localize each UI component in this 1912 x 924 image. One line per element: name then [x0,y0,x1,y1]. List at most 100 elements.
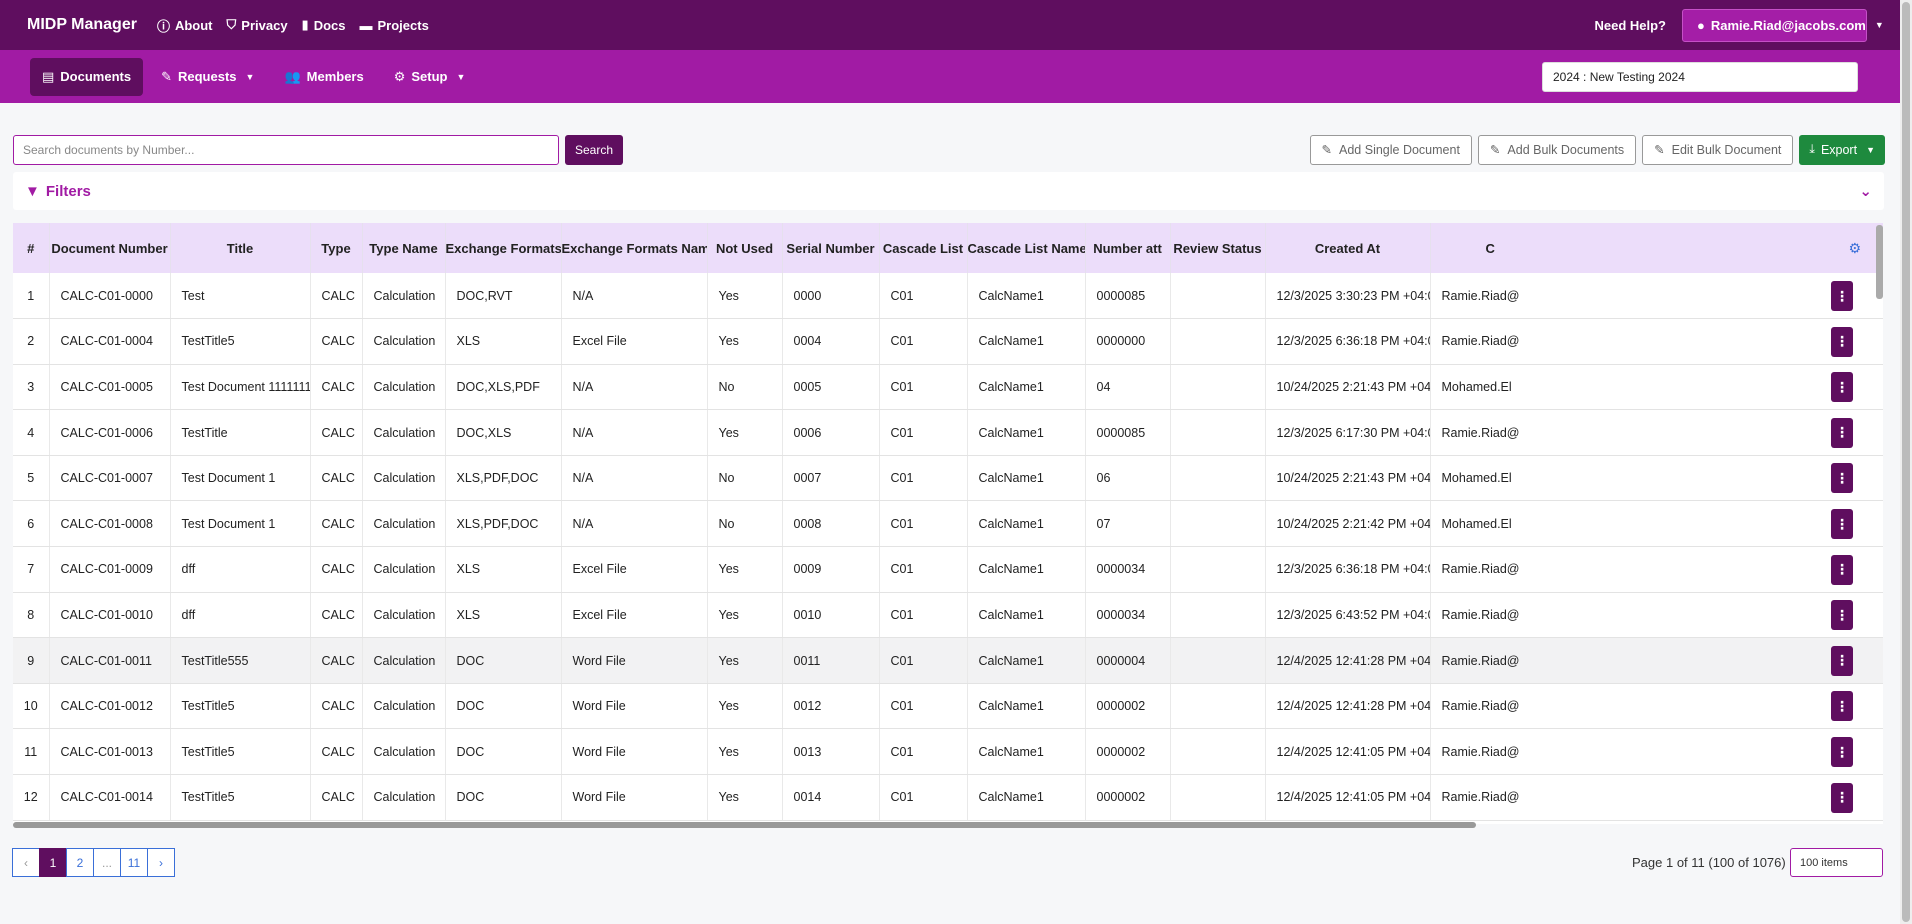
table-cell: 9 [13,637,50,684]
table-cell: 07 [1085,500,1171,548]
nav-docs-link[interactable]: ▮ Docs [301,17,346,33]
table-cell: CalcName1 [967,318,1086,365]
prev-page-button[interactable]: ‹ [12,848,40,877]
gear-icon: ⚙ [393,68,406,84]
table-vertical-scrollbar[interactable] [1876,225,1883,299]
table-cell: DOC [445,774,562,821]
page-button-11[interactable]: 11 [120,848,148,877]
row-actions-kebab-icon[interactable]: ⋮ [1831,463,1853,494]
table-cell: C01 [879,364,968,411]
row-actions-kebab-icon[interactable]: ⋮ [1831,645,1853,676]
add-single-document-button[interactable]: ✎ Add Single Document [1309,134,1472,165]
row-actions-kebab-icon[interactable]: ⋮ [1831,372,1853,403]
table-row[interactable]: 12 CALC-C01-0014 TestTitle5 CALC Calculation… [13,774,1883,821]
horizontal-scrollbar[interactable] [13,822,1476,828]
table-row[interactable]: 6 CALC-C01-0008 Test Document 1 CALC Calcula… [13,500,1883,548]
table-cell: Yes [707,318,783,365]
filters-panel-toggle[interactable]: ▼ Filters ⌄ [13,172,1884,210]
table-cell [1170,683,1266,730]
table-row[interactable]: 5 CALC-C01-0007 Test Document 1 CALC Calcula… [13,455,1883,502]
table-cell: C01 [879,683,968,730]
column-header[interactable]: Exchange Formats Name [561,223,708,273]
project-selector[interactable]: 2024 : New Testing 2024 [1542,61,1858,92]
column-header[interactable]: # [13,223,50,273]
file-icon: ▤ [42,68,55,84]
table-cell: CALC-C01-0012 [49,683,171,730]
tab-setup[interactable]: ⚙ Setup ▼ [393,68,466,85]
nav-about-link[interactable]: ⓘ About [156,17,213,34]
table-cell: 5 [13,455,50,502]
add-bulk-documents-button[interactable]: ✎ Add Bulk Documents [1477,134,1637,165]
row-actions-kebab-icon[interactable]: ⋮ [1831,691,1853,722]
table-row[interactable]: 8 CALC-C01-0010 dff CALC Calculation XLS Excel… [13,592,1883,639]
row-actions-kebab-icon[interactable]: ⋮ [1831,326,1853,357]
table-cell: Yes [707,637,783,684]
column-header[interactable]: Review Status [1170,223,1266,273]
page-button-2[interactable]: 2 [66,848,94,877]
column-header[interactable]: Not Used [707,223,783,273]
table-cell: 0009 [782,546,880,593]
table-row[interactable]: 3 CALC-C01-0005 Test Document 111111111 CAL… [13,364,1883,411]
table-cell: Mohamed.El [1430,500,1883,548]
column-header[interactable]: Document Number [49,223,171,273]
table-cell: 6 [13,500,50,548]
export-button[interactable]: ⤓ Export ▼ [1799,134,1885,165]
table-cell: dff [170,592,311,639]
table-cell: CALC [310,637,363,684]
table-cell: Calculation [362,683,446,730]
column-header[interactable]: Title [170,223,311,273]
user-menu-button[interactable]: ● Ramie.Riad@jacobs.com ▼ [1682,8,1884,42]
table-row[interactable]: 9 CALC-C01-0011 TestTitle555 CALC Calculatio… [13,637,1883,684]
tab-members[interactable]: 👥 Members [284,68,364,85]
page-scroll-thumb[interactable] [1902,2,1910,922]
table-cell: Excel File [561,318,708,365]
column-header[interactable]: Serial Number [782,223,880,273]
column-header[interactable]: Type [310,223,363,273]
column-header[interactable]: Exchange Formats [445,223,562,273]
table-row[interactable]: 1 CALC-C01-0000 Test CALC Calculation DOC,RVT… [13,273,1883,320]
next-page-button[interactable]: › [147,848,175,877]
column-header[interactable]: Created At [1265,223,1431,273]
table-cell: CalcName1 [967,728,1086,776]
table-row[interactable]: 11 CALC-C01-0013 TestTitle5 CALC Calculation… [13,728,1883,776]
tab-documents[interactable]: ▤ Documents [30,57,144,96]
table-cell: Yes [707,683,783,730]
items-per-page-select[interactable]: 100 items [1790,848,1883,877]
table-row[interactable]: 7 CALC-C01-0009 dff CALC Calculation XLS Excel… [13,546,1883,593]
search-button[interactable]: Search [565,134,623,165]
row-actions-kebab-icon[interactable]: ⋮ [1831,281,1853,311]
nav-projects-link[interactable]: ▬ Projects [359,17,429,33]
table-row[interactable]: 10 CALC-C01-0012 TestTitle5 CALC Calculation… [13,683,1883,730]
nav-privacy-link[interactable]: ⛉ Privacy [226,17,288,33]
column-header[interactable]: Cascade List [879,223,968,273]
row-actions-kebab-icon[interactable]: ⋮ [1831,554,1853,585]
table-cell: 0000034 [1085,592,1171,639]
table-cell: Test Document 1 [170,500,311,548]
table-row[interactable]: 4 CALC-C01-0006 TestTitle CALC Calculation DO… [13,409,1883,456]
column-settings-gear-icon[interactable]: ⚙ [1848,240,1861,256]
page-button-1[interactable]: 1 [39,848,67,877]
row-actions-kebab-icon[interactable]: ⋮ [1831,782,1853,813]
action-toolbar: Search documents by Number... Search ✎ Ad… [13,134,1885,165]
column-header[interactable]: Cascade List Name [967,223,1086,273]
table-cell: Calculation [362,455,446,502]
row-actions-kebab-icon[interactable]: ⋮ [1831,600,1853,631]
page-vertical-scrollbar[interactable] [1900,0,1912,924]
table-cell: Test [170,273,311,320]
row-actions-kebab-icon[interactable]: ⋮ [1831,509,1853,539]
column-header[interactable]: Number att [1085,223,1171,273]
table-cell [1170,455,1266,502]
column-header[interactable]: Type Name [362,223,446,273]
row-actions-kebab-icon[interactable]: ⋮ [1831,737,1853,767]
table-cell: C01 [879,409,968,456]
row-actions-kebab-icon[interactable]: ⋮ [1831,417,1853,448]
search-input[interactable]: Search documents by Number... [13,134,559,165]
brand-title[interactable]: MIDP Manager [27,16,137,33]
table-cell: 7 [13,546,50,593]
table-cell: N/A [561,500,708,548]
table-cell: TestTitle5 [170,728,311,776]
tab-requests[interactable]: ✎ Requests ▼ [161,68,255,85]
column-header[interactable]: C [1430,223,1883,273]
table-row[interactable]: 2 CALC-C01-0004 TestTitle5 CALC Calculation X… [13,318,1883,365]
edit-bulk-document-button[interactable]: ✎ Edit Bulk Document [1642,134,1794,165]
